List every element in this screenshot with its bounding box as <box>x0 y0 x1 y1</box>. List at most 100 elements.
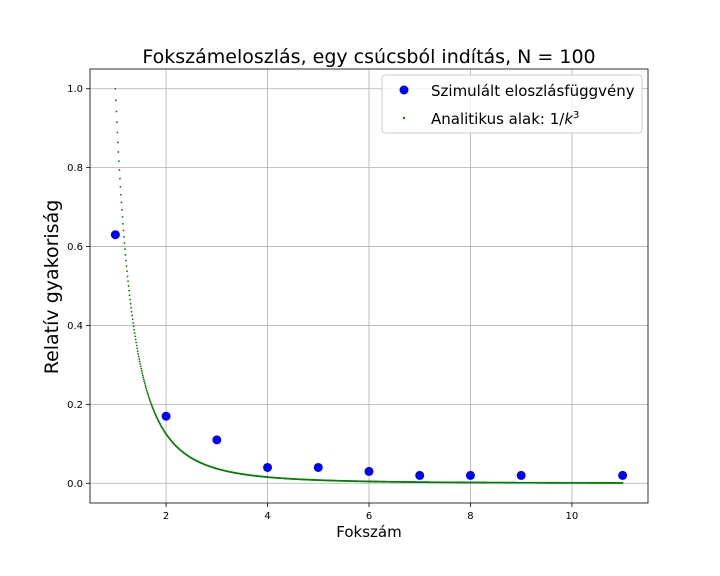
x-tick-label: 8 <box>467 511 473 522</box>
simulated-point <box>516 470 526 480</box>
y-tick-label: 1.0 <box>67 84 83 95</box>
analytic-point <box>141 372 144 375</box>
x-tick-label: 6 <box>366 511 372 522</box>
analytic-point <box>143 380 146 383</box>
analytic-point <box>120 193 122 196</box>
analytic-point <box>115 121 118 124</box>
analytic-point <box>121 208 123 211</box>
x-tick-label: 2 <box>163 511 169 522</box>
analytic-point <box>145 387 148 390</box>
analytic-point <box>140 367 143 370</box>
analytic-point <box>142 376 145 379</box>
analytic-point <box>143 382 146 385</box>
simulated-point <box>263 462 273 472</box>
simulated-point <box>212 435 222 445</box>
analytic-point <box>146 392 149 395</box>
analytic-point <box>135 344 138 347</box>
analytic-point <box>148 399 151 401</box>
analytic-point <box>121 216 124 218</box>
analytic-point <box>119 185 122 188</box>
y-tick-label: 0.0 <box>67 479 83 490</box>
analytic-point <box>134 338 137 341</box>
analytic-point <box>134 335 137 338</box>
analytic-point <box>139 363 142 365</box>
analytic-point <box>142 378 145 381</box>
analytic-point <box>122 222 124 225</box>
analytic-point <box>126 275 129 278</box>
analytic-point <box>141 374 144 377</box>
analytic-point <box>140 370 143 372</box>
analytic-point <box>122 229 125 232</box>
analytic-point <box>147 396 150 398</box>
analytic-point <box>126 270 128 273</box>
analytic-point <box>621 482 624 484</box>
simulated-point <box>465 470 475 480</box>
analytic-point <box>131 314 134 317</box>
analytic-point <box>129 302 132 305</box>
grid <box>90 69 648 503</box>
analytic-point <box>115 110 118 113</box>
analytic-point <box>145 389 148 392</box>
simulated-points <box>110 230 628 480</box>
analytic-point <box>124 248 126 251</box>
analytic-point <box>130 306 132 309</box>
legend-label-simulated: Szimulált eloszlásfüggvény <box>431 82 635 100</box>
y-tick-label: 0.6 <box>67 242 83 253</box>
analytic-point <box>148 397 151 400</box>
legend-marker-simulated <box>399 85 409 95</box>
analytic-point <box>144 384 147 387</box>
analytic-point <box>150 403 153 406</box>
simulated-point <box>415 470 425 480</box>
analytic-point <box>144 386 147 388</box>
analytic-point <box>136 350 139 353</box>
analytic-point <box>123 242 126 245</box>
analytic-point <box>114 99 117 102</box>
analytic-point <box>123 236 125 238</box>
analytic-point <box>149 400 152 403</box>
legend: Szimulált eloszlásfüggvény Analitikus al… <box>381 74 643 134</box>
simulated-point <box>364 466 374 476</box>
analytic-point <box>125 259 127 262</box>
analytic-point <box>131 318 134 321</box>
analytic-point <box>127 285 130 287</box>
analytic-point <box>136 347 139 350</box>
axis-ticks: 2 4 6 8 10 0.0 0.2 0.4 0.6 0.8 1.0 <box>67 84 578 522</box>
simulated-point <box>161 411 171 421</box>
analytic-point <box>139 365 142 368</box>
analytic-point <box>116 131 119 134</box>
analytic-point <box>137 355 140 358</box>
analytic-point <box>125 265 128 267</box>
x-tick-label: 4 <box>264 511 270 522</box>
analytic-point <box>137 352 140 355</box>
legend-marker-analytic <box>402 116 406 120</box>
analytic-curve <box>114 87 624 484</box>
analytic-point <box>132 325 135 328</box>
analytic-point <box>118 160 120 163</box>
analytic-point <box>133 328 136 331</box>
analytic-point <box>147 394 150 397</box>
y-tick-label: 0.4 <box>67 321 83 332</box>
chart-title: Fokszámeloszlás, egy csúcsból indítás, N… <box>142 46 595 68</box>
analytic-point <box>119 177 121 180</box>
simulated-point <box>110 230 120 240</box>
analytic-point <box>120 201 123 204</box>
analytic-point <box>133 332 136 335</box>
analytic-point <box>117 151 120 153</box>
legend-label-analytic: Analitikus alak: 1/k3 <box>431 110 579 128</box>
analytic-point <box>127 280 129 283</box>
analytic-point <box>146 391 149 394</box>
analytic-point <box>135 341 138 344</box>
x-axis-label: Fokszám <box>336 523 401 541</box>
y-axis-label: Relatív gyakoriság <box>41 200 63 375</box>
simulated-point <box>618 470 628 480</box>
analytic-point <box>118 169 121 171</box>
analytic-point <box>138 358 141 360</box>
legend-box <box>381 74 643 134</box>
x-tick-label: 10 <box>566 511 579 522</box>
analytic-point <box>130 310 133 313</box>
analytic-point <box>132 322 135 324</box>
analytic-point <box>128 289 130 292</box>
analytic-point <box>124 254 127 256</box>
